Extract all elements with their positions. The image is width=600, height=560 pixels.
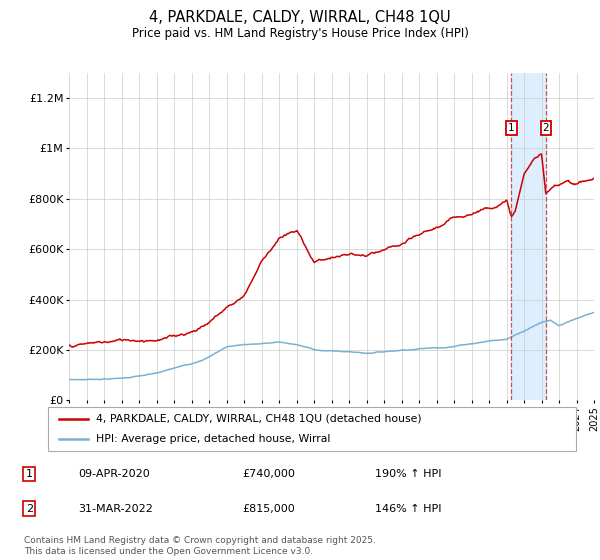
Text: 31-MAR-2022: 31-MAR-2022 [78, 504, 153, 514]
Text: 190% ↑ HPI: 190% ↑ HPI [375, 469, 442, 479]
Text: HPI: Average price, detached house, Wirral: HPI: Average price, detached house, Wirr… [95, 434, 330, 444]
Text: Contains HM Land Registry data © Crown copyright and database right 2025.
This d: Contains HM Land Registry data © Crown c… [24, 536, 376, 556]
Text: 146% ↑ HPI: 146% ↑ HPI [375, 504, 442, 514]
Bar [511, 73, 546, 400]
Text: 1: 1 [26, 469, 33, 479]
Text: £740,000: £740,000 [242, 469, 295, 479]
Text: 2: 2 [26, 504, 33, 514]
Text: 09-APR-2020: 09-APR-2020 [78, 469, 150, 479]
Text: 2: 2 [542, 123, 549, 133]
Text: 1: 1 [508, 123, 515, 133]
Text: Price paid vs. HM Land Registry's House Price Index (HPI): Price paid vs. HM Land Registry's House … [131, 27, 469, 40]
Text: £815,000: £815,000 [242, 504, 295, 514]
Text: 4, PARKDALE, CALDY, WIRRAL, CH48 1QU (detached house): 4, PARKDALE, CALDY, WIRRAL, CH48 1QU (de… [95, 414, 421, 424]
Text: 4, PARKDALE, CALDY, WIRRAL, CH48 1QU: 4, PARKDALE, CALDY, WIRRAL, CH48 1QU [149, 10, 451, 25]
FancyBboxPatch shape [48, 407, 576, 451]
